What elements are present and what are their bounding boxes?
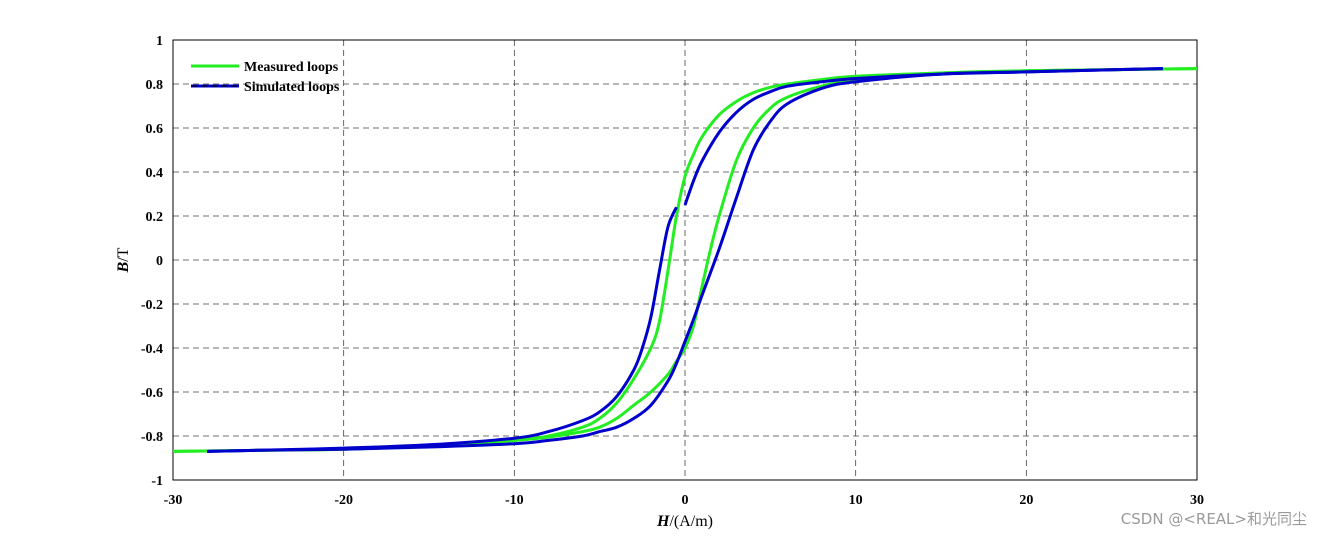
watermark: CSDN @<REAL>和光同尘 [1120, 510, 1307, 528]
y-tick-label: 0 [156, 254, 163, 269]
y-tick-label: 0.6 [146, 122, 164, 137]
y-tick-label: -0.8 [141, 430, 163, 445]
y-axis-label: B/T [115, 247, 132, 273]
x-axis-label: H/(A/m) [656, 513, 713, 530]
legend-label-simulated: Simulated loops [244, 80, 340, 95]
x-tick-label: 30 [1190, 493, 1204, 508]
legend: Measured loops Simulated loops [191, 60, 340, 95]
legend-label-measured: Measured loops [244, 60, 339, 75]
plot-frame [172, 39, 1198, 481]
y-axis-label-symbol: B [115, 261, 132, 273]
y-axis-label-unit: /T [115, 247, 132, 261]
x-axis-label-symbol: H [656, 513, 670, 530]
tick-labels: -30 -20 -10 0 10 20 30 -1 -0.8 -0.6 -0.4 -0.2 0 0.2 0.… [141, 34, 1204, 508]
x-tick-label: -20 [334, 493, 353, 508]
series-layer [172, 67, 1198, 453]
y-tick-label: 0.2 [146, 210, 164, 225]
simulated-loop-branch [683, 67, 1163, 206]
x-axis-label-unit: /(A/m) [669, 513, 713, 530]
y-tick-label: -0.2 [141, 298, 163, 313]
simulated-loop-branch [207, 67, 1163, 453]
x-tick-label: -10 [505, 493, 524, 508]
y-tick-label: 0.8 [146, 78, 164, 93]
x-tick-label: 20 [1019, 493, 1033, 508]
x-tick-label: -30 [164, 493, 183, 508]
x-tick-label: 0 [682, 493, 689, 508]
y-tick-label: -0.6 [141, 386, 163, 401]
y-tick-label: -0.4 [141, 342, 163, 357]
y-tick-label: 0.4 [146, 166, 164, 181]
y-tick-label: -1 [151, 474, 163, 489]
grid [173, 40, 1197, 480]
y-tick-label: 1 [156, 34, 163, 49]
x-tick-label: 10 [849, 493, 863, 508]
